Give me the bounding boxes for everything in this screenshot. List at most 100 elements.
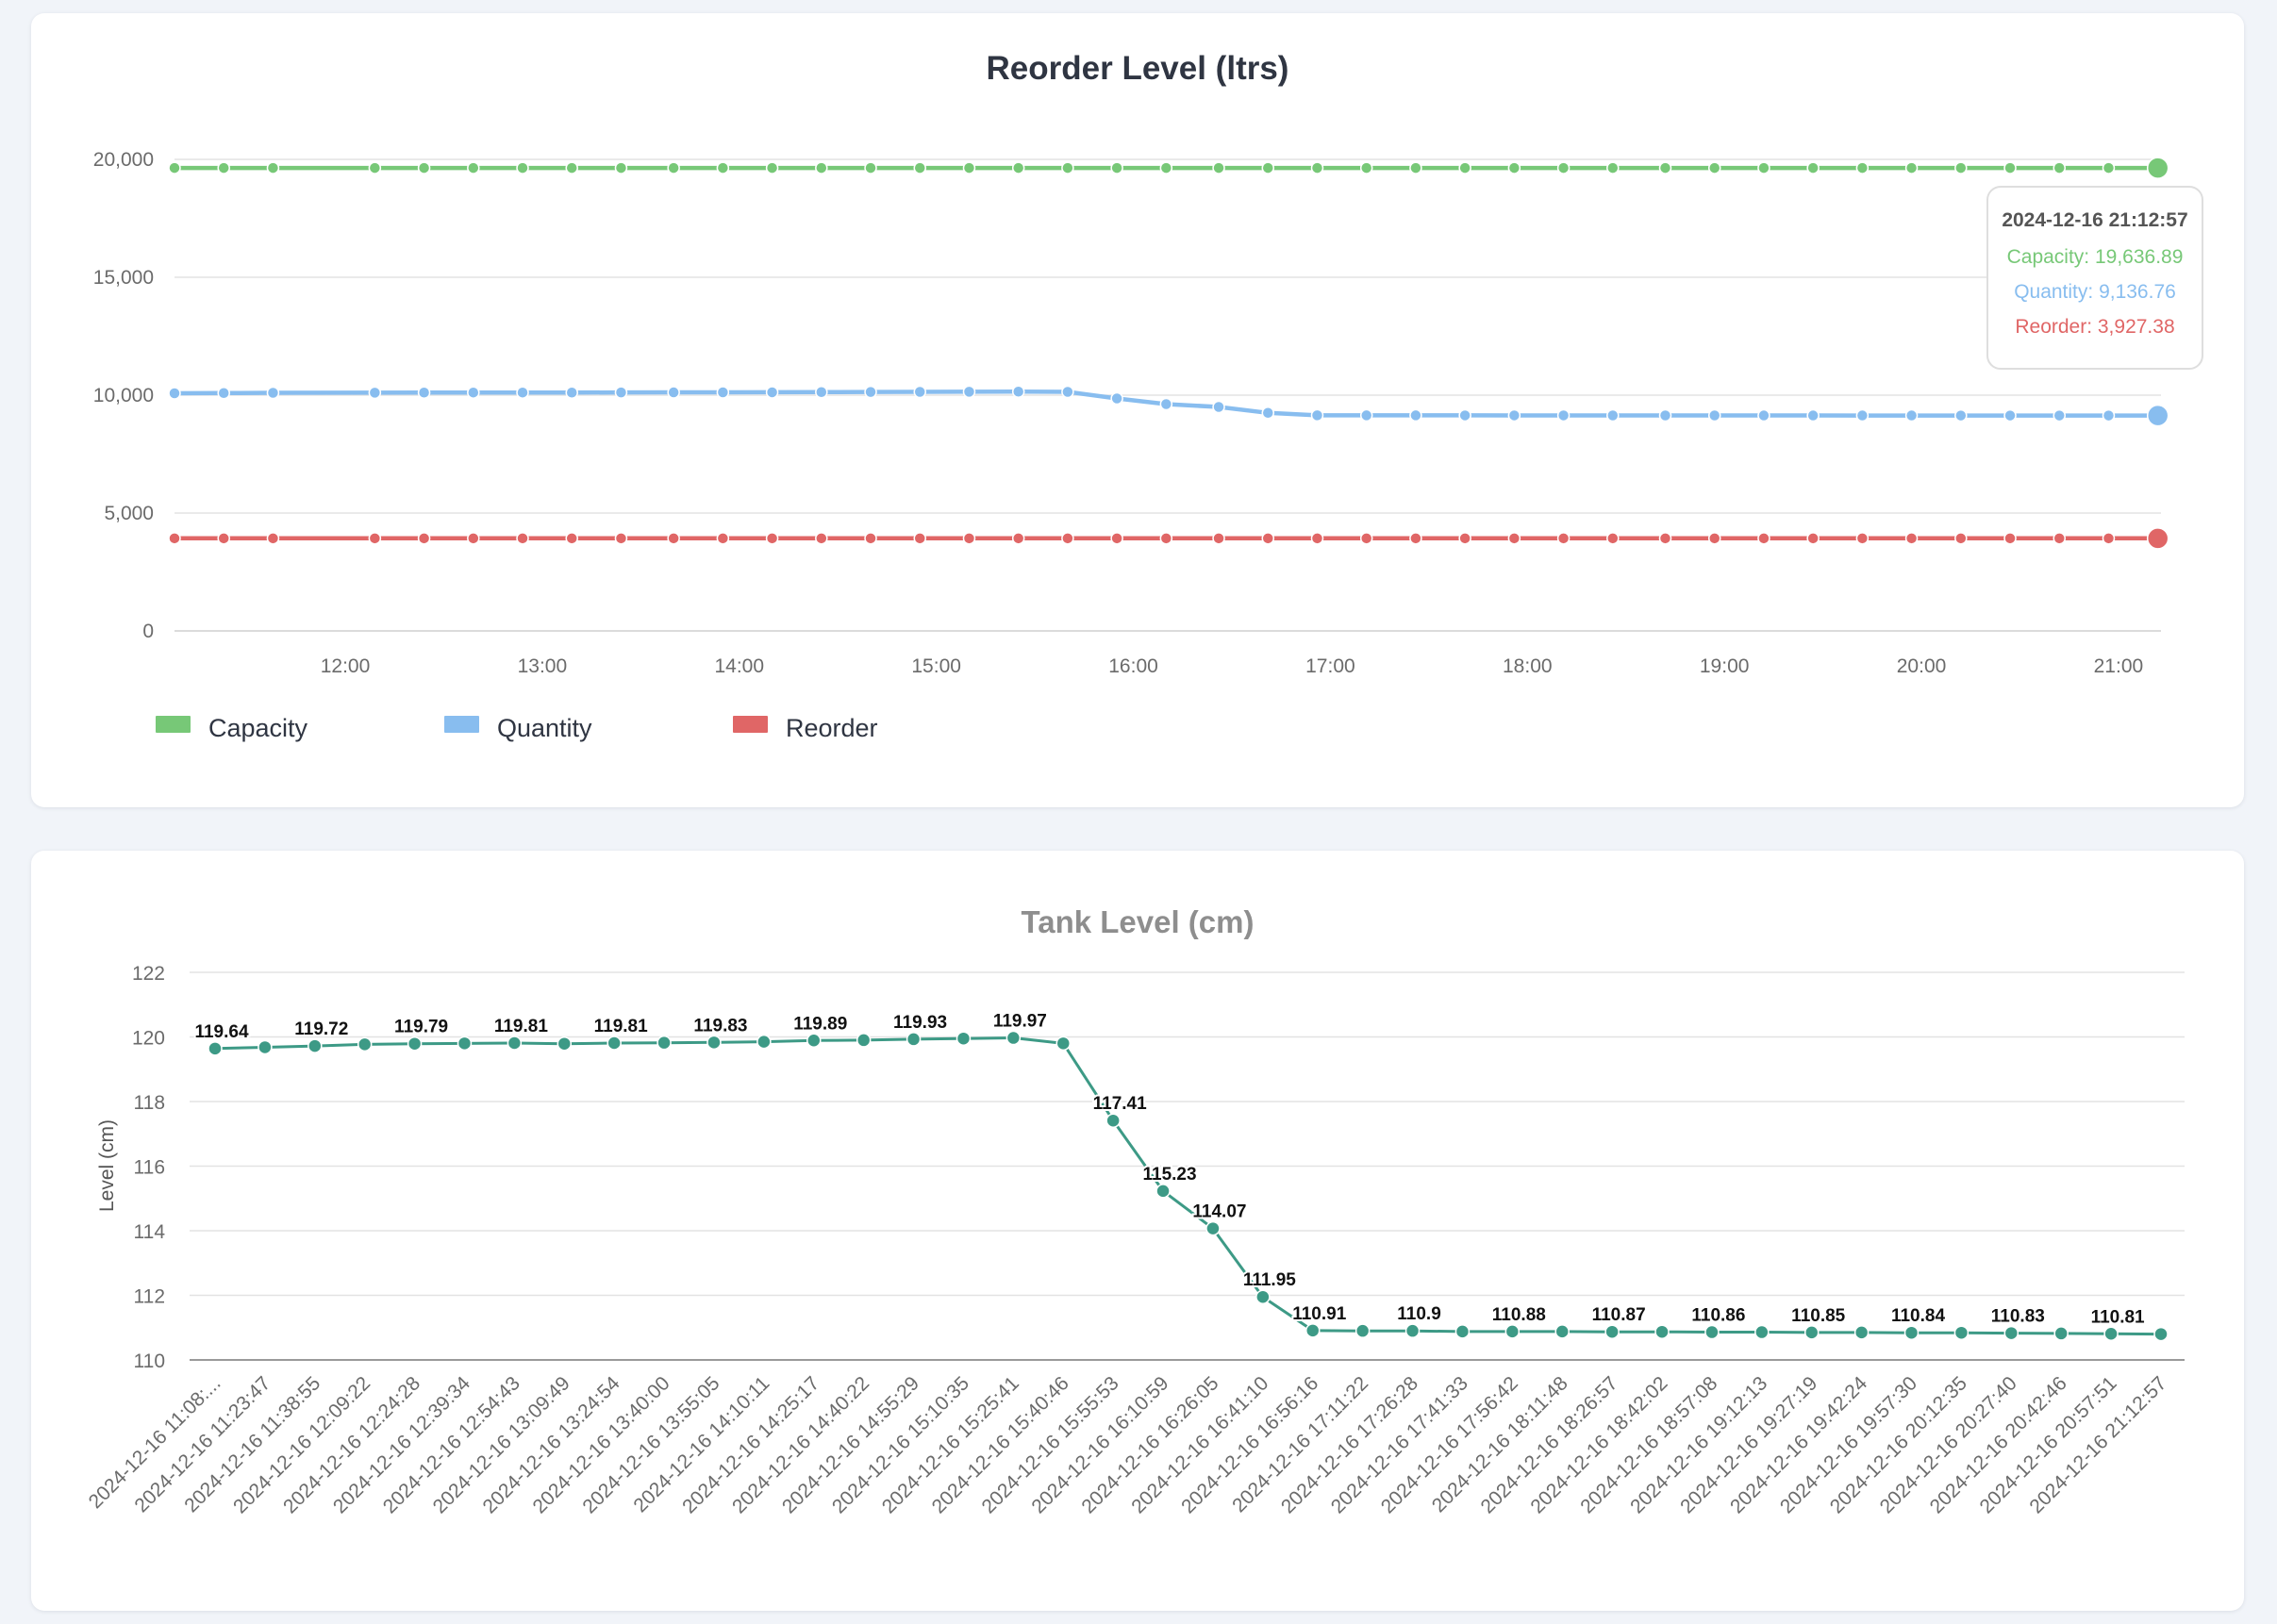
- data-point[interactable]: [1458, 532, 1471, 545]
- data-point[interactable]: [1658, 408, 1672, 423]
- data-point[interactable]: [1310, 161, 1324, 174]
- data-point[interactable]: [1359, 532, 1373, 545]
- data-point[interactable]: [266, 532, 280, 545]
- data-point[interactable]: [1504, 1324, 1521, 1339]
- data-point[interactable]: [1159, 397, 1173, 411]
- data-point[interactable]: [1454, 1324, 1471, 1339]
- data-point[interactable]: [607, 1036, 622, 1051]
- data-point[interactable]: [516, 532, 529, 545]
- data-point[interactable]: [1855, 532, 1870, 545]
- data-point[interactable]: [2003, 1325, 2019, 1341]
- data-point[interactable]: [864, 532, 877, 545]
- data-point[interactable]: [1409, 161, 1422, 174]
- data-point[interactable]: [417, 386, 431, 399]
- data-point[interactable]: [1355, 1323, 1371, 1338]
- legend-swatch-capacity[interactable]: [156, 716, 191, 733]
- data-point[interactable]: [1061, 385, 1074, 399]
- data-point[interactable]: [1855, 161, 1870, 174]
- data-point[interactable]: [2003, 408, 2017, 423]
- data-point[interactable]: [266, 161, 280, 174]
- data-point[interactable]: [1904, 408, 1919, 423]
- data-point[interactable]: [962, 532, 976, 545]
- data-point[interactable]: [1953, 1325, 1970, 1340]
- data-point[interactable]: [417, 161, 431, 174]
- data-point[interactable]: [258, 1039, 273, 1055]
- data-point[interactable]: [217, 387, 230, 400]
- data-point[interactable]: [2003, 161, 2017, 174]
- data-point[interactable]: [1754, 1324, 1770, 1340]
- data-point[interactable]: [1261, 161, 1275, 174]
- data-point[interactable]: [1954, 408, 1968, 423]
- data-point[interactable]: [1255, 1289, 1271, 1304]
- data-point[interactable]: [1159, 532, 1173, 545]
- data-point[interactable]: [467, 532, 480, 545]
- data-point[interactable]: [217, 532, 230, 545]
- data-point[interactable]: [1105, 1113, 1121, 1128]
- data-point[interactable]: [2053, 532, 2067, 545]
- data-point[interactable]: [1904, 532, 1919, 545]
- data-point[interactable]: [1853, 1325, 1870, 1340]
- data-point[interactable]: [368, 532, 382, 545]
- data-point[interactable]: [756, 1034, 772, 1050]
- data-point[interactable]: [457, 1036, 473, 1052]
- data-point[interactable]: [516, 386, 529, 399]
- data-point[interactable]: [667, 161, 680, 174]
- data-point[interactable]: [1904, 161, 1919, 174]
- data-point[interactable]: [307, 1038, 323, 1053]
- data-point[interactable]: [815, 532, 828, 545]
- data-point[interactable]: [1155, 1184, 1171, 1199]
- data-point[interactable]: [168, 387, 181, 400]
- data-point[interactable]: [1061, 161, 1074, 174]
- data-point[interactable]: [1556, 408, 1571, 423]
- data-point[interactable]: [906, 1032, 922, 1047]
- data-point[interactable]: [1359, 408, 1373, 423]
- data-point[interactable]: [815, 386, 828, 399]
- data-point[interactable]: [1458, 161, 1471, 174]
- data-point[interactable]: [1310, 532, 1324, 545]
- data-point[interactable]: [2003, 532, 2017, 545]
- data-point[interactable]: [407, 1036, 423, 1052]
- data-point[interactable]: [168, 532, 181, 545]
- data-point[interactable]: [1310, 408, 1324, 423]
- data-point[interactable]: [864, 161, 877, 174]
- data-point[interactable]: [2053, 161, 2067, 174]
- legend-swatch-reorder[interactable]: [733, 716, 768, 733]
- data-point[interactable]: [1707, 408, 1721, 423]
- data-point[interactable]: [962, 161, 976, 174]
- data-point[interactable]: [168, 161, 181, 174]
- data-point[interactable]: [565, 532, 578, 545]
- data-point[interactable]: [1110, 532, 1123, 545]
- data-point[interactable]: [864, 385, 877, 399]
- data-point[interactable]: [614, 161, 628, 174]
- data-point[interactable]: [1803, 1325, 1820, 1340]
- data-point[interactable]: [1704, 1324, 1720, 1340]
- data-point[interactable]: [1507, 532, 1521, 545]
- data-point[interactable]: [1205, 1220, 1221, 1236]
- data-point[interactable]: [565, 386, 578, 399]
- data-point[interactable]: [2102, 161, 2116, 174]
- data-point[interactable]: [956, 1031, 972, 1046]
- data-point[interactable]: [1606, 532, 1620, 545]
- data-point[interactable]: [614, 386, 628, 399]
- data-point[interactable]: [614, 532, 628, 545]
- data-point[interactable]: [507, 1036, 523, 1051]
- data-point[interactable]: [1556, 161, 1571, 174]
- data-point[interactable]: [516, 161, 529, 174]
- data-point[interactable]: [1757, 161, 1770, 174]
- data-point[interactable]: [1556, 532, 1571, 545]
- data-point[interactable]: [2102, 532, 2116, 545]
- data-point[interactable]: [417, 532, 431, 545]
- data-point[interactable]: [266, 386, 280, 400]
- data-point[interactable]: [1954, 532, 1968, 545]
- data-point[interactable]: [962, 385, 976, 399]
- data-point[interactable]: [716, 532, 730, 545]
- data-point[interactable]: [765, 386, 779, 399]
- data-point[interactable]: [1757, 408, 1770, 423]
- data-point[interactable]: [913, 532, 927, 545]
- data-point[interactable]: [1212, 532, 1225, 545]
- data-point[interactable]: [1212, 400, 1225, 414]
- data-point[interactable]: [1507, 161, 1521, 174]
- data-point[interactable]: [357, 1036, 373, 1052]
- data-point[interactable]: [2146, 404, 2169, 427]
- data-point[interactable]: [1212, 161, 1225, 174]
